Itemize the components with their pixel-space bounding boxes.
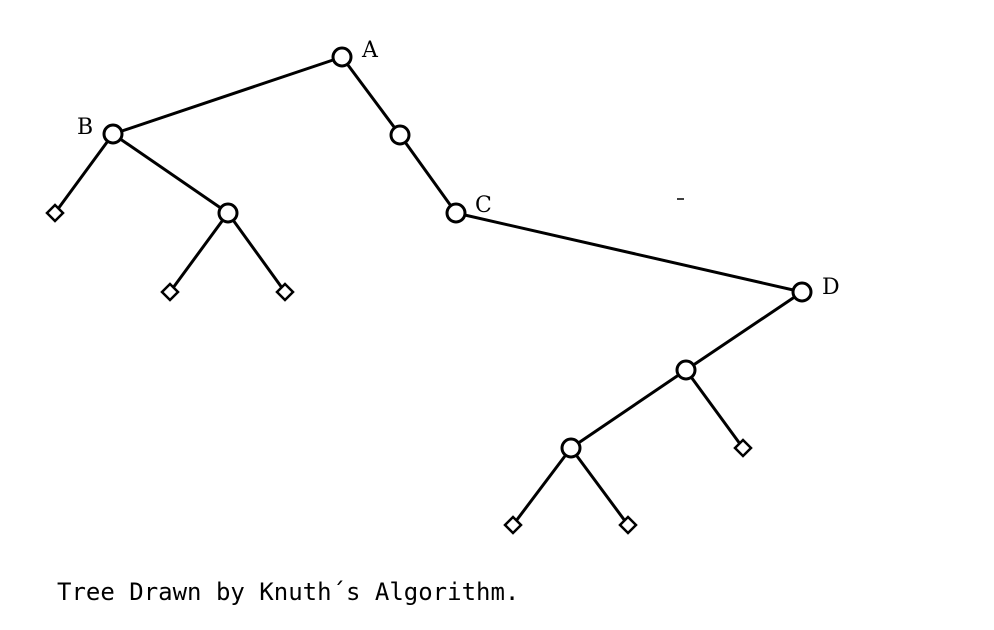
node-d — [791, 281, 813, 303]
edge-a-n1 — [340, 55, 402, 137]
leaf-2 — [160, 282, 180, 302]
edge-b-n2 — [111, 132, 230, 215]
edge-n2-leaf3 — [226, 211, 287, 294]
edge-d-n3 — [684, 290, 804, 372]
node-n1 — [389, 124, 411, 146]
node-n3 — [675, 359, 697, 381]
leaf-1 — [45, 203, 65, 223]
leaf-5 — [503, 515, 523, 535]
edge-n2-leaf2 — [168, 211, 230, 294]
edge-n4-leaf6 — [569, 446, 630, 527]
leaf-3 — [275, 282, 295, 302]
tree-nodes — [102, 46, 813, 459]
tree-edges — [53, 55, 804, 527]
node-n2 — [217, 202, 239, 224]
edge-n3-leaf4 — [684, 368, 745, 450]
node-a — [331, 46, 353, 68]
figure-caption: Tree Drawn by Knuth´s Algorithm. — [57, 578, 520, 606]
tree-leaves — [45, 203, 753, 535]
label-d: D — [822, 275, 840, 300]
edge-b-leaf1 — [53, 132, 115, 215]
leaf-4 — [733, 438, 753, 458]
edge-n4-leaf5 — [511, 446, 573, 527]
leaf-6 — [618, 515, 638, 535]
edge-n1-c — [398, 133, 458, 215]
node-b — [102, 123, 124, 145]
node-n4 — [560, 437, 582, 459]
edge-c-d — [454, 211, 804, 294]
node-c — [445, 202, 467, 224]
label-c: C — [475, 193, 492, 218]
edge-a-b — [111, 55, 344, 136]
label-b: B — [77, 115, 93, 140]
edge-n3-n4 — [569, 368, 688, 450]
node-labels: A B C D — [77, 38, 840, 300]
label-a: A — [361, 38, 379, 63]
